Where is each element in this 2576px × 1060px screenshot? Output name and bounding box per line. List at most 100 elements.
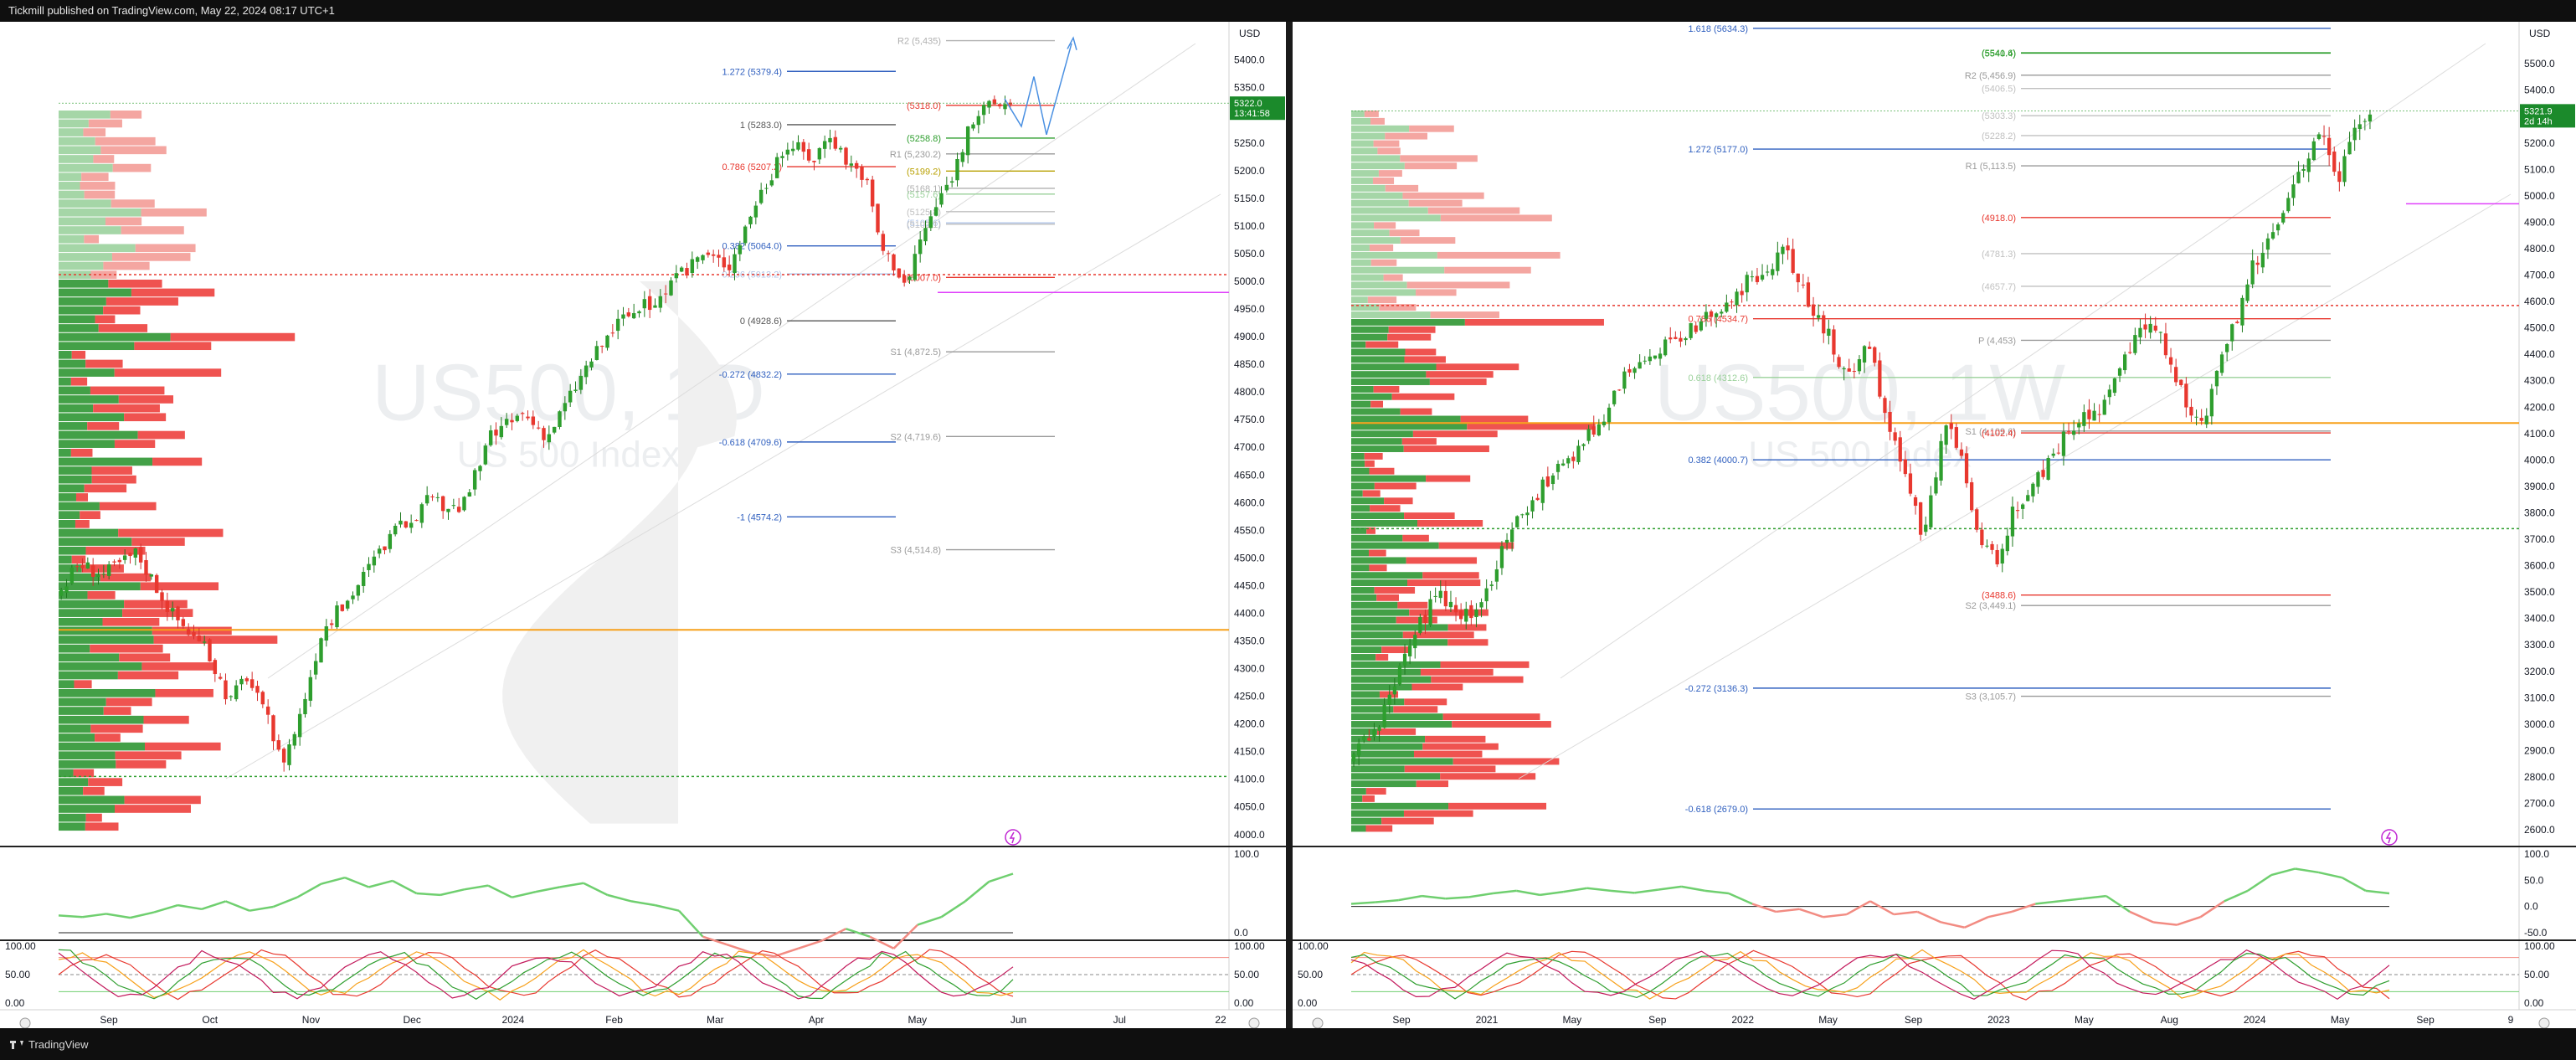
candle-body [239, 678, 244, 685]
rsi-line [153, 903, 178, 913]
candle-body [1423, 615, 1427, 623]
chart-panel-left[interactable]: US500, 1D US 500 Index R2 (5,435) 1.272 (53… [0, 22, 1286, 1028]
volume-profile-bar [1351, 750, 1414, 758]
chart-panel-right[interactable]: US500, 1W US 500 Index 1.618 (5634.3) (5541… [1293, 22, 2576, 1028]
level-label: -0.618 (2679.0) [1685, 805, 1748, 815]
candle-body [414, 520, 419, 522]
candle-body [552, 426, 557, 433]
candle-body [308, 677, 313, 701]
volume-profile-bar [59, 457, 153, 466]
candle-body [1510, 529, 1514, 543]
lightning-icon[interactable] [1005, 829, 1021, 846]
auto-scale-button[interactable] [2538, 1017, 2550, 1028]
time-tick-label: May [1818, 1014, 1838, 1026]
candle-body [2235, 322, 2239, 323]
candle-body [1566, 458, 1571, 464]
trend-channel-line [1560, 43, 2486, 679]
rsi-line [368, 879, 393, 888]
candle-body [472, 470, 477, 490]
volume-profile-bar [1379, 691, 1399, 698]
volume-profile-bar [1351, 147, 1378, 155]
rsi-line [869, 935, 895, 949]
volume-profile-bar [1351, 557, 1406, 564]
volume-profile-bar [1367, 296, 1397, 304]
candle-body [526, 416, 530, 419]
volume-profile-bar [59, 386, 90, 395]
volume-profile-bar [1351, 348, 1406, 356]
volume-profile-bar [95, 733, 121, 742]
volume-profile-bar [1416, 780, 1449, 788]
candle-body [1684, 337, 1688, 341]
volume-profile-bar [85, 359, 123, 368]
volume-profile-bar [59, 760, 116, 769]
volume-profile-bar [1404, 356, 1446, 363]
candle-body [2066, 430, 2071, 432]
volume-profile-bar [137, 430, 185, 440]
volume-profile-bar [59, 805, 115, 813]
candle-body [1750, 276, 1754, 278]
candle-body [1766, 271, 1770, 273]
volume-profile-bar [1351, 505, 1370, 512]
volume-profile-bar [59, 226, 121, 234]
candle-body [817, 147, 822, 160]
rsi-line [2176, 916, 2201, 926]
rsi-line [702, 935, 728, 946]
volume-profile-bar [59, 724, 91, 733]
lightning-glyph [1009, 831, 1015, 844]
current-price-label: 5321.9 [2524, 106, 2553, 116]
volume-profile-bar [115, 751, 182, 760]
volume-profile-bar [1351, 758, 1453, 765]
volume-profile-bar [59, 484, 85, 493]
zoom-reset-button[interactable] [19, 1017, 31, 1028]
candle-body [944, 184, 949, 191]
price-tick-label: 4850.0 [1234, 358, 1265, 370]
volume-profile-bar [1351, 728, 1377, 735]
volume-profile-bar [1351, 587, 1375, 594]
level-label: (5199.2) [907, 167, 941, 177]
volume-profile-bar [59, 315, 95, 324]
volume-profile-bar [1389, 229, 1420, 237]
candle-body [1499, 546, 1504, 569]
volume-profile-bar [1396, 616, 1437, 624]
volume-profile-bar [59, 306, 104, 315]
candle-body [949, 181, 954, 183]
volume-profile-bar [59, 680, 75, 688]
candle-body [1704, 311, 1709, 319]
candle-body [2368, 114, 2373, 122]
zoom-reset-button[interactable] [1312, 1017, 1324, 1028]
auto-scale-button[interactable] [1248, 1017, 1260, 1028]
candle-body [2337, 171, 2342, 183]
volume-profile-bar [1370, 117, 1385, 125]
panel-divider[interactable] [1286, 22, 1293, 1028]
candle-body [319, 638, 323, 663]
lightning-icon[interactable] [2381, 829, 2398, 846]
candle-body [265, 706, 270, 715]
candle-body [1985, 545, 1989, 547]
projection-path [1004, 43, 1072, 136]
tradingview-brand[interactable]: TradingView [10, 1038, 89, 1051]
trend-channel-line [1518, 193, 2512, 780]
volume-profile-bar [102, 617, 160, 626]
volume-profile-bar [1381, 817, 1434, 825]
volume-profile-bar [1351, 549, 1369, 557]
volume-profile-bar [59, 822, 85, 831]
candle-body [801, 142, 806, 152]
volume-profile-bar [1444, 266, 1531, 274]
volume-profile-bar [1351, 229, 1390, 237]
price-tick-label: 3200.0 [2524, 666, 2555, 677]
volume-profile-bar [114, 368, 222, 377]
volume-profile-bar [59, 546, 86, 555]
candle-body [1494, 569, 1499, 582]
volume-profile-bar [84, 484, 127, 493]
volume-profile-bar [1388, 326, 1436, 333]
candle-body [2342, 156, 2347, 183]
volume-profile-bar [1351, 341, 1366, 348]
volume-profile-bar [1351, 527, 1367, 534]
rsi-line [726, 943, 751, 954]
candle-body [923, 228, 928, 242]
volume-profile-bar [59, 591, 88, 599]
rsi-line [1823, 913, 1847, 918]
stoch-line [1350, 949, 2390, 1000]
